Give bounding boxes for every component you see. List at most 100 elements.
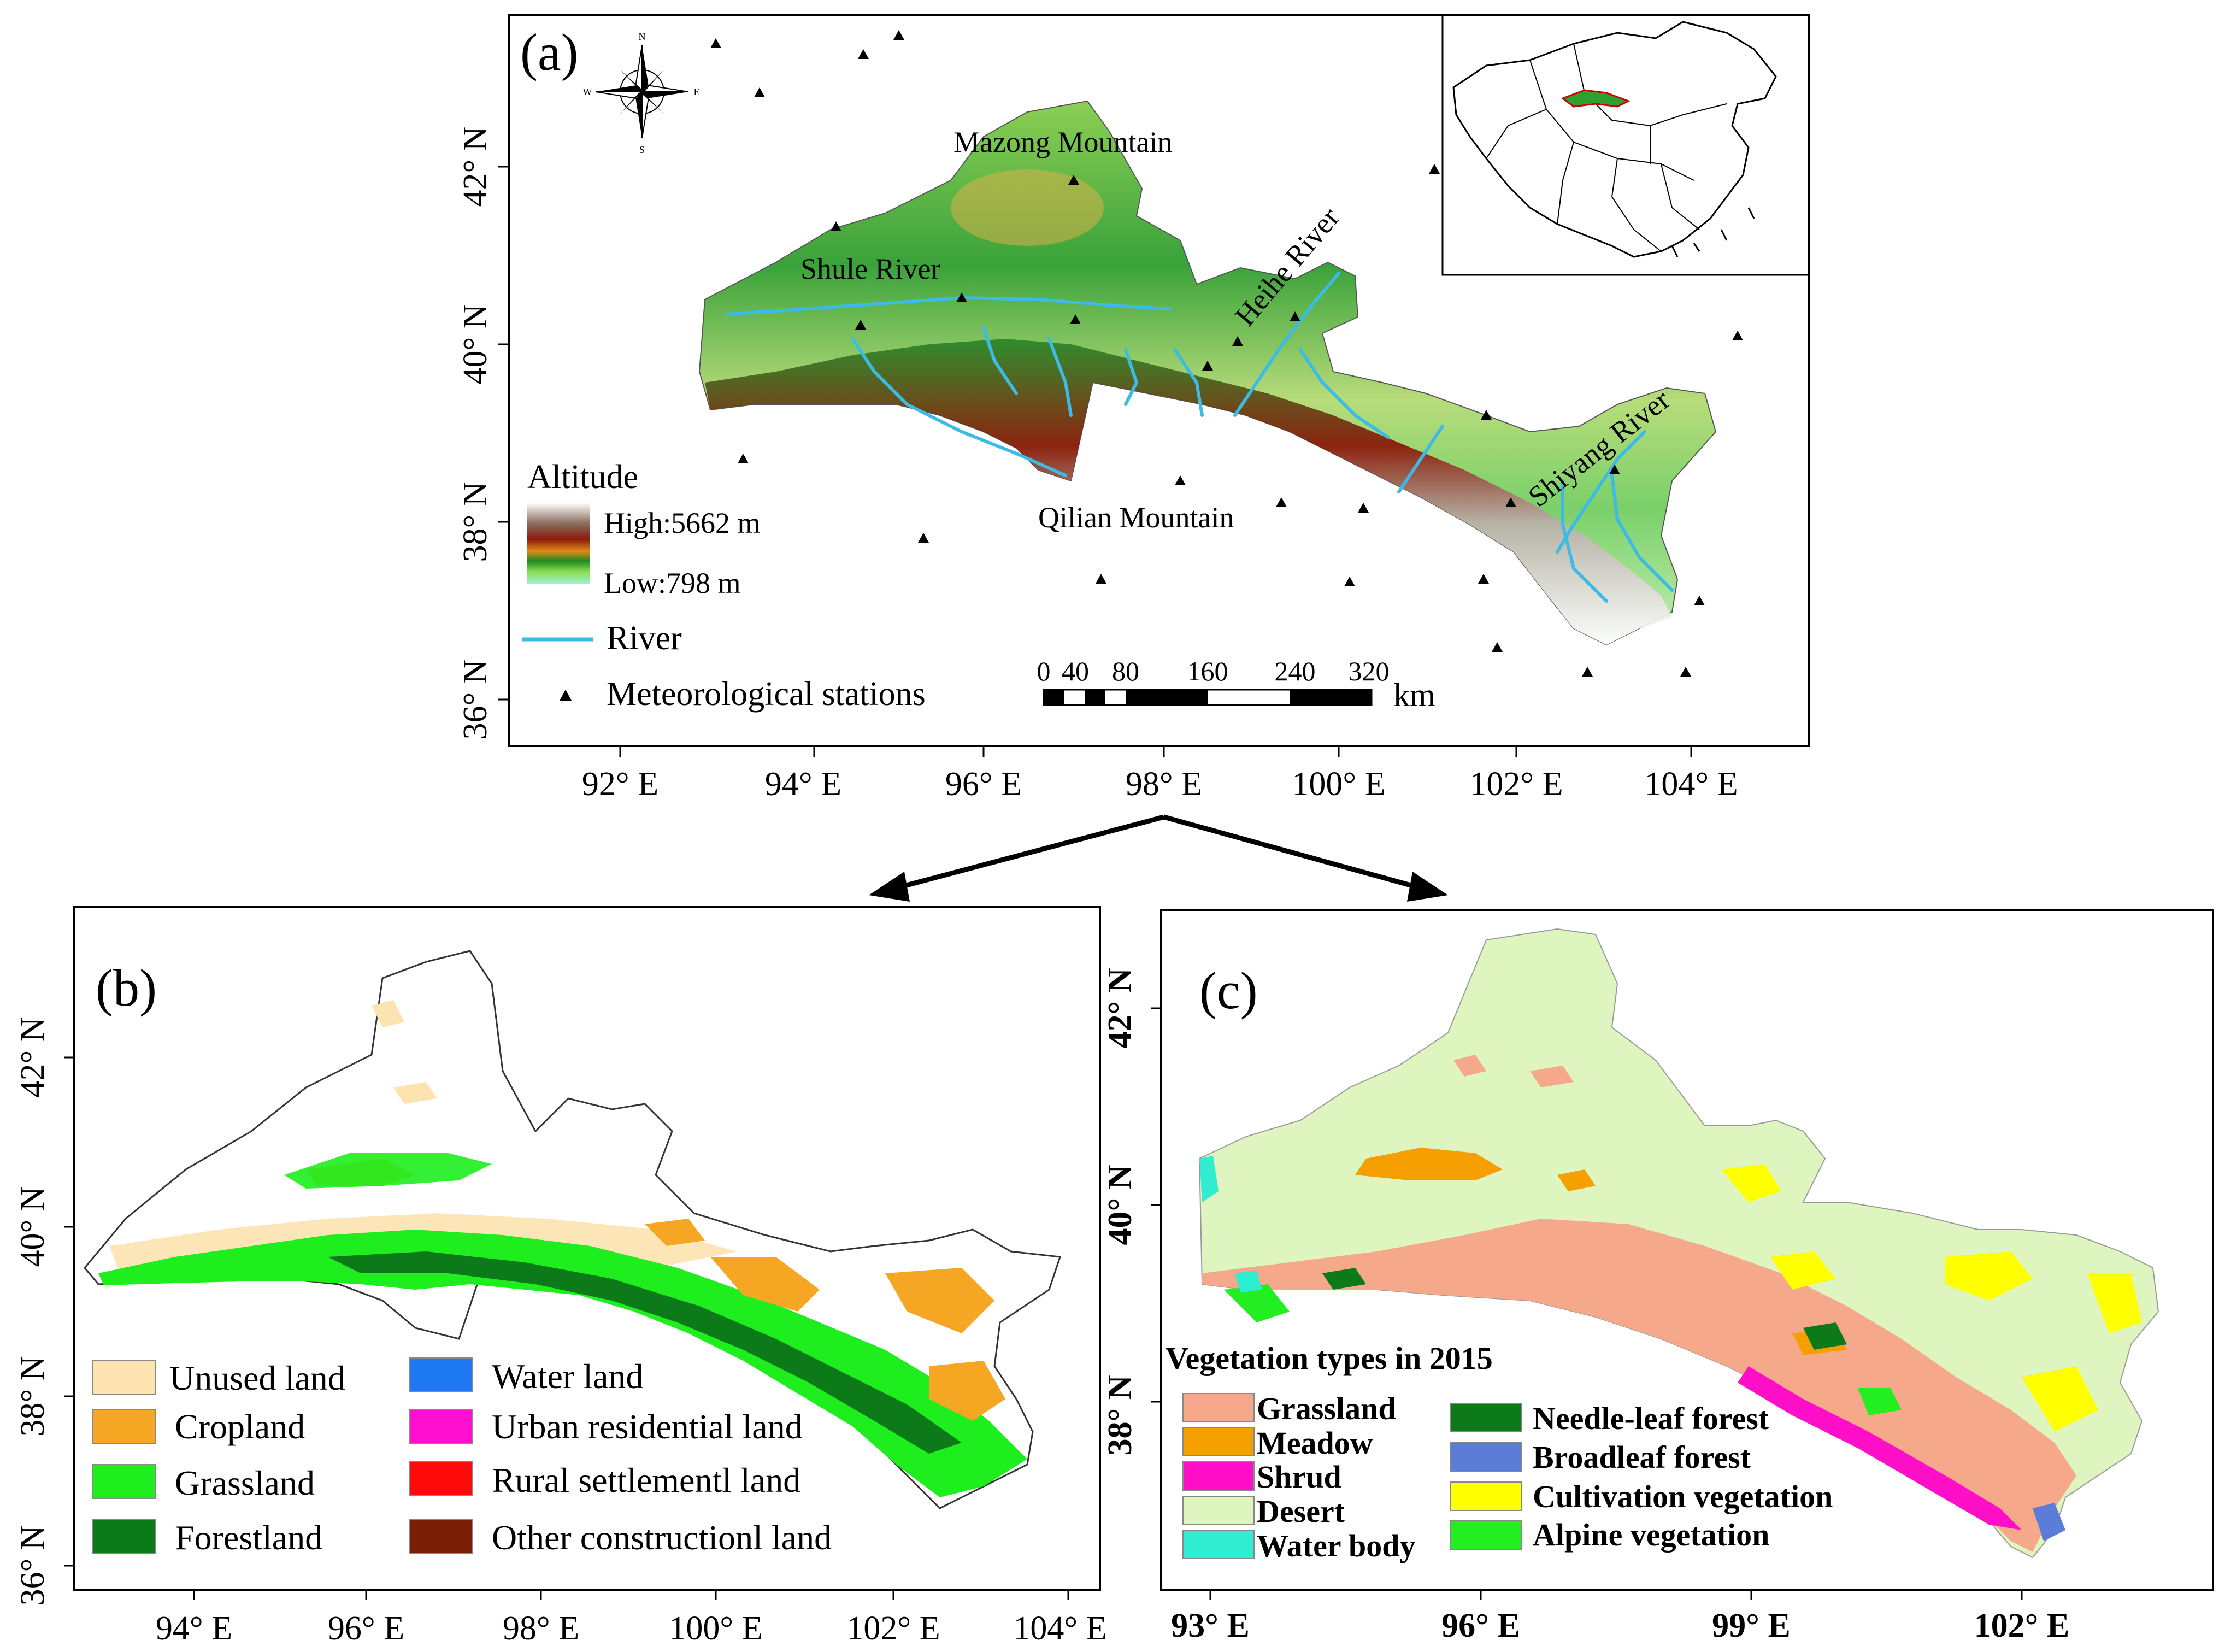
- label-mazong-mountain: Mazong Mountain: [953, 126, 1172, 158]
- panel-b-xtick-96: 96° E: [328, 1610, 404, 1647]
- legend-swatch-needle-leaf: [1450, 1403, 1522, 1432]
- panel-b-ytick-42: 42° N: [14, 1017, 51, 1097]
- station-marker: [1175, 475, 1186, 485]
- station-marker: [1609, 465, 1620, 474]
- mid-tributary: [1397, 425, 1444, 493]
- panel-a-ytick-38: 38° N: [457, 481, 494, 562]
- legend-label-broadleaf: Broadleaf forest: [1533, 1439, 1751, 1475]
- compass-e: E: [694, 86, 700, 97]
- scale-label-0: 0: [1037, 656, 1051, 686]
- compass-n: N: [639, 31, 646, 42]
- station-marker: [1290, 311, 1300, 321]
- panel-c-legend: Vegetation types in 2015 Grassland Needl…: [1166, 1341, 1833, 1563]
- legend-swatch-other-construction: [409, 1519, 473, 1554]
- legend-label-alpine: Alpine vegetation: [1533, 1517, 1769, 1553]
- station-legend-marker: [560, 690, 572, 701]
- shule-tributary-3: [1047, 337, 1073, 417]
- panel-c-label: (c): [1199, 961, 1258, 1020]
- scale-label-40: 40: [1062, 656, 1089, 686]
- legend-swatch-cropland: [92, 1409, 156, 1444]
- panel-b-ytick-40: 40° N: [14, 1186, 51, 1267]
- panel-b-ytick-38: 38° N: [14, 1356, 51, 1436]
- china-inset-map: [1441, 14, 1810, 276]
- panel-b: (b) Unused land Water land Cropland Urba…: [14, 906, 1107, 1647]
- legend-swatch-alpine: [1450, 1520, 1522, 1550]
- altitude-legend-title: Altitude: [527, 458, 638, 496]
- station-marker: [710, 38, 721, 48]
- panel-a-xtick-102: 102° E: [1469, 766, 1563, 803]
- station-marker: [1068, 175, 1079, 185]
- scale-unit: km: [1393, 677, 1435, 713]
- altitude-high-label: High:5662 m: [604, 507, 761, 539]
- panel-c-ytick-38: 38° N: [1102, 1375, 1139, 1455]
- legend-label-grassland-c: Grassland: [1257, 1391, 1396, 1426]
- legend-label-needle-leaf: Needle-leaf forest: [1533, 1401, 1769, 1436]
- station-marker: [831, 221, 841, 231]
- compass-rose: N S E W: [583, 31, 700, 155]
- shiyang-river: [1556, 430, 1646, 554]
- altitude-colorbar: [527, 503, 590, 584]
- panel-b-xtick-98: 98° E: [503, 1610, 579, 1647]
- station-marker: [1070, 314, 1081, 324]
- legend-swatch-water-land: [409, 1357, 473, 1392]
- station-marker: [956, 292, 967, 302]
- panel-a-xtick-104: 104° E: [1644, 766, 1738, 803]
- panel-c-ytick-40: 40° N: [1102, 1165, 1139, 1245]
- heihe-tributary-1: [1299, 348, 1390, 439]
- panel-b-xtick-102: 102° E: [846, 1610, 940, 1647]
- station-marker: [858, 49, 869, 59]
- scale-label-320: 320: [1349, 656, 1390, 686]
- station-marker: [1232, 336, 1243, 346]
- scale-bar: 0 40 80 160 240 320 km: [1037, 656, 1435, 713]
- station-marker: [893, 30, 904, 40]
- station-marker: [855, 320, 866, 330]
- forestland-belt: [328, 1251, 962, 1454]
- mazong-highland: [951, 169, 1104, 246]
- panel-a-ytick-40: 40° N: [457, 304, 494, 384]
- station-marker: [1505, 497, 1516, 507]
- panel-c-xtick-99: 99° E: [1712, 1607, 1791, 1644]
- station-marker: [1680, 667, 1691, 677]
- legend-swatch-broadleaf: [1450, 1442, 1522, 1472]
- panel-a-xtick-98: 98° E: [1126, 766, 1202, 803]
- heihe-tributary-2: [1173, 348, 1204, 417]
- legend-label-forestland: Forestland: [175, 1518, 322, 1557]
- station-marker: [1202, 361, 1213, 371]
- shiyang-tributary-2: [1561, 479, 1608, 603]
- rivers: [725, 272, 1674, 603]
- panel-b-xtick-104: 104° E: [1013, 1610, 1106, 1647]
- river-legend-label: River: [607, 620, 682, 657]
- meteorological-stations: [710, 30, 1743, 677]
- cultivation-patches: [1721, 1164, 2142, 1432]
- panel-c-xtick-93: 93° E: [1171, 1607, 1250, 1644]
- water-body-patches: [1199, 1156, 1262, 1292]
- legend-swatch-water-body: [1182, 1530, 1255, 1559]
- label-qilian-mountain: Qilian Mountain: [1038, 501, 1234, 534]
- panel-b-legend: Unused land Water land Cropland Urban re…: [92, 1357, 832, 1557]
- legend-swatch-cultivation: [1450, 1481, 1522, 1511]
- shule-tributary-1: [851, 337, 1067, 477]
- station-marker: [1344, 577, 1355, 586]
- broadleaf-patches: [2033, 1503, 2065, 1541]
- shiyang-tributary-1: [1610, 474, 1674, 592]
- legend-swatch-unused-land: [92, 1360, 156, 1395]
- heihe-tributary-3: [1124, 348, 1139, 406]
- panel-c-xtick-96: 96° E: [1441, 1607, 1520, 1644]
- panel-b-xtick-94: 94° E: [156, 1610, 232, 1647]
- legend-swatch-forestland: [92, 1519, 156, 1554]
- panel-c: (c) Vegetation types in 2015 Grassland N…: [1102, 909, 2214, 1644]
- station-marker: [1276, 497, 1287, 507]
- compass-w: W: [583, 86, 592, 97]
- legend-label-water-land: Water land: [492, 1357, 643, 1396]
- china-outline: [1452, 21, 1777, 258]
- panel-a-xtick-100: 100° E: [1292, 766, 1385, 803]
- station-marker: [1492, 642, 1503, 652]
- station-legend-label: Meteorological stations: [607, 675, 926, 713]
- legend-label-desert: Desert: [1257, 1494, 1345, 1529]
- legend-swatch-grassland: [92, 1464, 156, 1499]
- grassland-north: [284, 1153, 492, 1189]
- panel-c-legend-title: Vegetation types in 2015: [1166, 1341, 1493, 1376]
- panel-b-xtick-100: 100° E: [669, 1610, 762, 1647]
- station-marker: [1478, 574, 1489, 584]
